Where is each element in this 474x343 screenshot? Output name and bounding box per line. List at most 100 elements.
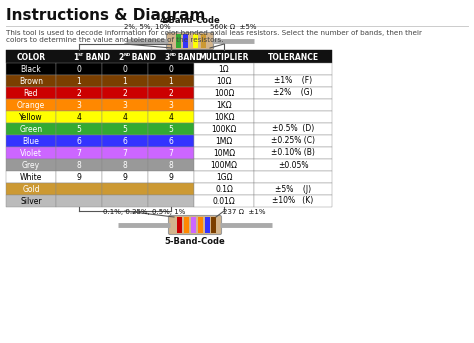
- Text: 237 Ω  ±1%: 237 Ω ±1%: [223, 209, 265, 215]
- Text: 4: 4: [169, 113, 173, 121]
- Bar: [6, 111, 56, 123]
- Text: 9: 9: [169, 173, 173, 181]
- Bar: [193, 34, 198, 48]
- Bar: [148, 111, 194, 123]
- Text: 2: 2: [119, 53, 124, 62]
- Bar: [148, 87, 194, 99]
- Bar: [102, 63, 148, 75]
- Text: ST: ST: [78, 52, 84, 57]
- Text: 1KΩ: 1KΩ: [216, 100, 232, 109]
- Text: TOLERANCE: TOLERANCE: [267, 53, 319, 62]
- Bar: [102, 111, 148, 123]
- Text: 4-Band-Code: 4-Band-Code: [160, 16, 220, 25]
- Text: ±1%    (F): ±1% (F): [274, 76, 312, 85]
- Text: 100Ω: 100Ω: [214, 88, 234, 97]
- Text: 10Ω: 10Ω: [216, 76, 232, 85]
- Bar: [6, 183, 56, 195]
- Text: 0: 0: [77, 64, 82, 73]
- Text: BAND: BAND: [175, 53, 202, 62]
- Bar: [194, 87, 254, 99]
- Bar: [6, 135, 56, 147]
- Text: Violet: Violet: [20, 149, 42, 157]
- Bar: [194, 183, 254, 195]
- Bar: [194, 171, 254, 183]
- Bar: [148, 135, 194, 147]
- Bar: [194, 159, 254, 171]
- Text: 5: 5: [169, 125, 173, 133]
- Text: 4: 4: [123, 113, 128, 121]
- Bar: [194, 63, 254, 75]
- Text: ±0.10% (B): ±0.10% (B): [271, 149, 315, 157]
- Text: 2: 2: [77, 88, 82, 97]
- Text: 1MΩ: 1MΩ: [215, 137, 233, 145]
- Bar: [56, 183, 102, 195]
- Text: 6: 6: [169, 137, 173, 145]
- Text: ±2%    (G): ±2% (G): [273, 88, 313, 97]
- Bar: [148, 171, 194, 183]
- Text: ±10%   (K): ±10% (K): [273, 197, 314, 205]
- Text: 2%, 5%, 10%: 2%, 5%, 10%: [124, 24, 170, 30]
- Bar: [56, 147, 102, 159]
- Text: 560k Ω  ±5%: 560k Ω ±5%: [210, 24, 256, 30]
- Bar: [148, 159, 194, 171]
- Text: 5: 5: [77, 125, 82, 133]
- Bar: [183, 34, 188, 48]
- Text: This tool is used to decode information for color banded axial leas resistors. S: This tool is used to decode information …: [6, 30, 422, 36]
- Text: ND: ND: [124, 52, 131, 57]
- Text: ±0.05%: ±0.05%: [278, 161, 308, 169]
- Text: 100MΩ: 100MΩ: [210, 161, 237, 169]
- Bar: [56, 75, 102, 87]
- Text: Yellow: Yellow: [19, 113, 43, 121]
- Bar: [102, 147, 148, 159]
- Bar: [102, 75, 148, 87]
- Bar: [56, 87, 102, 99]
- Bar: [254, 147, 332, 159]
- Bar: [194, 99, 254, 111]
- Text: 2: 2: [123, 88, 128, 97]
- Text: Red: Red: [24, 88, 38, 97]
- Text: 6: 6: [77, 137, 82, 145]
- Text: 0.01Ω: 0.01Ω: [213, 197, 236, 205]
- Bar: [56, 111, 102, 123]
- Bar: [56, 99, 102, 111]
- Bar: [148, 123, 194, 135]
- Bar: [102, 195, 148, 207]
- Bar: [6, 147, 56, 159]
- Text: Instructions & Diagram: Instructions & Diagram: [6, 8, 205, 23]
- Text: 1: 1: [77, 76, 82, 85]
- Bar: [56, 123, 102, 135]
- Bar: [102, 123, 148, 135]
- Text: 1: 1: [123, 76, 128, 85]
- Bar: [205, 217, 210, 233]
- Text: ±0.25% (C): ±0.25% (C): [271, 137, 315, 145]
- Text: 1: 1: [73, 53, 78, 62]
- Bar: [6, 159, 56, 171]
- Text: Silver: Silver: [20, 197, 42, 205]
- Text: 1: 1: [169, 76, 173, 85]
- FancyBboxPatch shape: [166, 33, 213, 49]
- Text: 8: 8: [123, 161, 128, 169]
- Bar: [6, 171, 56, 183]
- Bar: [56, 63, 102, 75]
- Text: 0: 0: [123, 64, 128, 73]
- Text: Brown: Brown: [19, 76, 43, 85]
- Bar: [102, 99, 148, 111]
- Bar: [102, 87, 148, 99]
- Text: Green: Green: [19, 125, 43, 133]
- Text: 7: 7: [77, 149, 82, 157]
- Bar: [6, 50, 332, 63]
- Text: Gold: Gold: [22, 185, 40, 193]
- Text: ±5%    (J): ±5% (J): [275, 185, 311, 193]
- Bar: [6, 87, 56, 99]
- Bar: [56, 195, 102, 207]
- Bar: [194, 111, 254, 123]
- Bar: [148, 63, 194, 75]
- Text: 3: 3: [123, 100, 128, 109]
- Bar: [102, 171, 148, 183]
- Bar: [102, 159, 148, 171]
- Bar: [211, 217, 216, 233]
- Bar: [56, 135, 102, 147]
- Text: 4: 4: [77, 113, 82, 121]
- Text: 7: 7: [169, 149, 173, 157]
- Text: 7: 7: [123, 149, 128, 157]
